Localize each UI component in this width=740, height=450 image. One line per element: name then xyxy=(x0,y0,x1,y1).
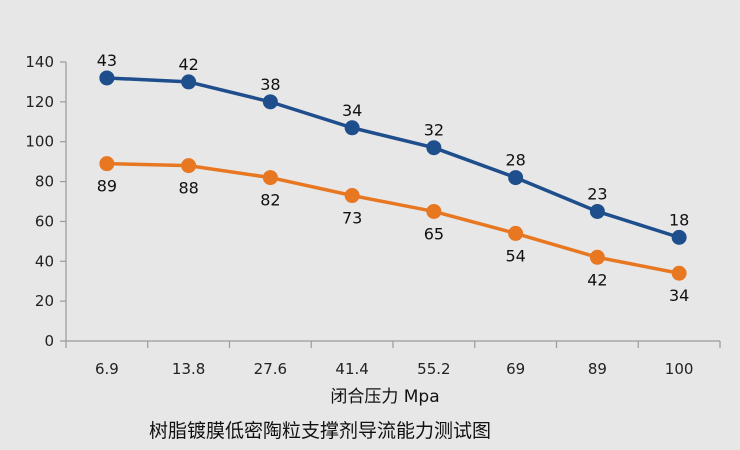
x-axis-title: 闭合压力 Mpa xyxy=(330,387,439,407)
data-point xyxy=(508,225,524,241)
x-tick-label: 55.2 xyxy=(417,360,450,378)
y-tick-label: 120 xyxy=(25,93,54,111)
data-point xyxy=(671,265,687,281)
data-label: 34 xyxy=(342,101,362,120)
data-label: 23 xyxy=(587,184,607,203)
series-2: 89 88 82 73 65 54 42 34 xyxy=(97,156,689,305)
data-label: 43 xyxy=(97,51,117,70)
y-ticks: 0 20 40 60 80 100 120 140 xyxy=(25,53,66,350)
chart-title: 树脂镀膜低密陶粒支撑剂导流能力测试图 xyxy=(149,420,491,442)
y-tick-label: 20 xyxy=(35,292,54,310)
data-label: 18 xyxy=(669,210,689,229)
data-point xyxy=(426,203,442,219)
x-tick-label: 69 xyxy=(506,360,525,378)
axes xyxy=(65,62,720,342)
data-point xyxy=(344,120,360,136)
data-label: 34 xyxy=(669,286,689,305)
data-point xyxy=(262,170,278,186)
x-tick-label: 6.9 xyxy=(95,360,119,378)
data-point xyxy=(262,94,278,110)
x-ticks: 6.9 13.8 27.6 41.4 55.2 69 89 100 xyxy=(65,341,721,378)
y-tick-label: 60 xyxy=(35,212,54,230)
y-tick-label: 140 xyxy=(25,53,54,71)
series-line xyxy=(106,76,680,240)
data-label: 89 xyxy=(97,177,117,196)
data-label: 42 xyxy=(178,55,198,74)
data-point xyxy=(508,170,524,186)
y-tick-label: 100 xyxy=(25,133,54,151)
data-point xyxy=(181,158,197,174)
series-line xyxy=(106,161,680,275)
x-tick-label: 13.8 xyxy=(172,360,205,378)
data-point xyxy=(589,249,605,265)
data-point xyxy=(426,140,442,156)
data-label: 38 xyxy=(260,75,280,94)
data-label: 54 xyxy=(505,246,525,265)
data-point xyxy=(99,70,115,86)
y-tick-label: 0 xyxy=(44,332,54,350)
series-layer: 43 42 38 34 32 28 23 18 89 88 82 73 65 54 42 34 xyxy=(97,51,690,305)
y-tick-label: 40 xyxy=(35,252,54,270)
x-tick-label: 100 xyxy=(665,360,694,378)
series-1: 43 42 38 34 32 28 23 18 xyxy=(97,51,689,245)
data-point xyxy=(589,203,605,219)
data-point xyxy=(671,229,687,245)
data-label: 28 xyxy=(505,151,525,170)
y-tick-label: 80 xyxy=(35,173,54,191)
x-tick-label: 27.6 xyxy=(254,360,287,378)
data-label: 65 xyxy=(424,224,444,243)
data-point xyxy=(344,188,360,204)
data-label: 42 xyxy=(587,270,607,289)
x-tick-label: 41.4 xyxy=(335,360,368,378)
data-label: 73 xyxy=(342,209,362,228)
x-tick-label: 89 xyxy=(588,360,607,378)
data-label: 32 xyxy=(424,121,444,140)
data-label: 82 xyxy=(260,191,280,210)
data-point xyxy=(99,156,115,172)
data-label: 88 xyxy=(178,179,198,198)
data-point xyxy=(181,74,197,90)
